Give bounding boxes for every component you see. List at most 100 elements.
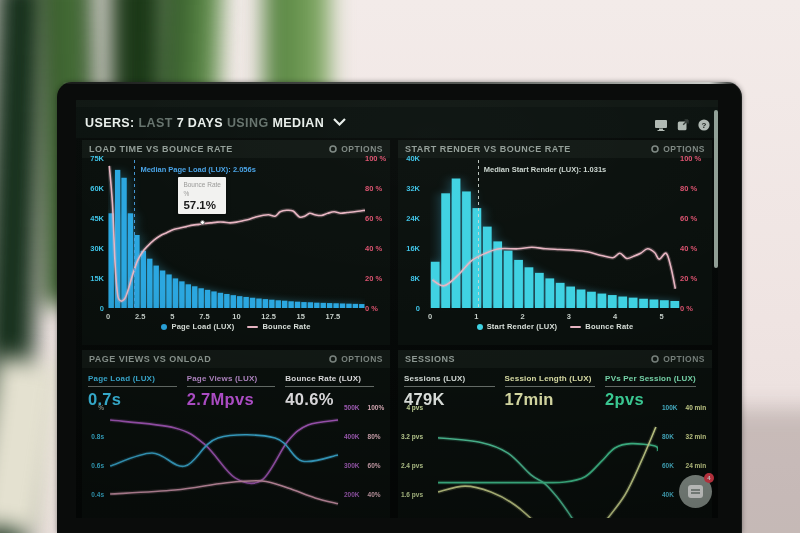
gear-icon [329,355,337,363]
y-axis-column: 500K400K300K200K [344,404,360,499]
plot-area: Median Start Render (LUX): 1.031s012345 [430,160,680,308]
x-axis-label: 3 [567,312,571,321]
legend-line-marker [570,326,581,328]
y-axis-right: 100 %80 %60 %40 %20 %0 % [680,155,710,313]
options-button[interactable]: OPTIONS [651,354,705,364]
plant-leaf [0,356,64,533]
plot-area [425,400,658,518]
chart-legend: Page Load (LUX) Bounce Rate [82,322,390,331]
x-axis-label: 0 [106,312,110,321]
legend-label: Bounce Rate [585,322,633,331]
median-label: Median Start Render (LUX): 1.031s [484,165,607,174]
median-line [134,160,135,308]
x-axis-label: 2 [520,312,524,321]
y-axis-column: 100%80%60%40% [368,404,385,499]
days-label: 7 DAYS [177,116,223,130]
notification-badge: 4 [704,473,714,483]
x-axis-label: 7.5 [199,312,209,321]
start-render-chart: 40K32K24K16K8K0100 %80 %60 %40 %20 %0 %M… [398,158,712,345]
tooltip-label: Bounce Rate [183,181,221,189]
x-axis-label: 5 [659,312,663,321]
photo-background: USERS: LAST 7 DAYS USING MEDIAN ? LOAD T… [0,0,800,533]
x-axis: 02.557.51012.51517.5 [108,312,365,322]
y-axis-left: 4 pvs 3.2 pvs 2.4 pvs 1.6 pvs [398,404,423,499]
x-axis-label: 10 [232,312,240,321]
y-axis-label: 100 % [365,155,388,163]
y-axis-label: 60% [368,462,385,470]
panel-title: PAGE VIEWS VS ONLOAD [89,354,211,364]
panel-title: LOAD TIME VS BOUNCE RATE [89,144,233,154]
y-axis-column: 100K80K60K40K [662,404,678,499]
chat-widget-button[interactable]: 4 [679,475,712,508]
svg-text:?: ? [702,121,707,130]
scrollbar[interactable] [714,110,718,268]
legend-label: Start Render (LUX) [487,322,558,331]
x-axis-label: 12.5 [261,312,276,321]
y-axis-label: 4 pvs [398,404,423,412]
legend-item[interactable]: Start Render (LUX) [477,322,558,331]
y-axis-label: 200K [344,491,360,499]
tooltip-value: 57.1% [183,199,221,211]
y-axis-label: 0.4s [82,491,104,499]
y-axis-label: 40K [398,155,420,163]
y-axis-label: 80 % [365,185,388,193]
panel-sessions: SESSIONS OPTIONS Sessions (LUX)479KSessi… [398,350,712,518]
plot-area [108,400,342,518]
x-axis-label: 2.5 [135,312,145,321]
panel-load-time: LOAD TIME VS BOUNCE RATE OPTIONS 75K60K4… [82,140,390,345]
options-button[interactable]: OPTIONS [329,144,383,154]
y-axis-label: 60K [662,462,678,470]
panel-header: PAGE VIEWS VS ONLOAD OPTIONS [82,350,390,368]
y-axis-left: 75K60K45K30K15K0 [82,155,104,313]
legend-label: Page Load (LUX) [171,322,234,331]
panel-header: LOAD TIME VS BOUNCE RATE OPTIONS [82,140,390,158]
median-label: MEDIAN [272,116,324,130]
y-axis-label: 2.4 pvs [398,462,423,470]
help-icon[interactable]: ? [698,119,710,131]
monitor-icon[interactable] [654,119,668,131]
legend-line-marker [247,326,258,328]
legend-dot-marker [477,324,483,330]
y-axis-label: 0.6s [82,462,104,470]
y-axis-label: 75K [82,155,104,163]
y-axis-label: 45K [82,215,104,223]
gear-icon [651,355,659,363]
legend-item[interactable]: Bounce Rate [570,322,633,331]
legend-item[interactable]: Page Load (LUX) [161,322,234,331]
y-axis-label: 32 min [686,433,707,441]
share-icon[interactable] [677,119,689,131]
sessions-chart: 4 pvs3.2 pvs2.4 pvs1.6 pvs100K80K60K40K4… [398,368,712,518]
y-axis-label: 8K [398,275,420,283]
panel-start-render: START RENDER VS BOUNCE RATE OPTIONS 40K3… [398,140,712,345]
y-axis-left: % 0.8s 0.6s 0.4s [82,404,104,499]
panel-page-views: PAGE VIEWS VS ONLOAD OPTIONS Page Load (… [82,350,390,518]
median-line [478,160,479,308]
y-axis-label: 1.6 pvs [398,491,423,499]
y-axis-label: 16K [398,245,420,253]
dashboard-screen: USERS: LAST 7 DAYS USING MEDIAN ? LOAD T… [76,100,718,518]
y-axis-left: 40K32K24K16K8K0 [398,155,420,313]
page-views-chart: % 0.8s 0.6s 0.4s 500K400K300K200K 100%80%60%4… [82,368,390,518]
y-axis-label: 40 % [680,245,710,253]
median-label: Median Page Load (LUX): 2.056s [140,165,255,174]
gear-icon [329,145,337,153]
chevron-down-icon [333,118,346,126]
options-button[interactable]: OPTIONS [329,354,383,364]
y-axis-right: 500K400K300K200K 100%80%60%40% [344,404,384,499]
options-button[interactable]: OPTIONS [651,144,705,154]
y-axis-label: 24 min [686,462,707,470]
y-axis-label: % [82,404,104,412]
y-axis-label: 20 % [365,275,388,283]
y-axis-label: 15K [82,275,104,283]
y-axis-label: 100 % [680,155,710,163]
gear-icon [651,145,659,153]
y-axis-label: 0.8s [82,433,104,441]
users-period-selector[interactable]: USERS: LAST 7 DAYS USING MEDIAN [85,116,346,130]
y-axis-label: 60 % [365,215,388,223]
y-axis-label: 3.2 pvs [398,433,423,441]
x-axis-label: 1 [474,312,478,321]
legend-item[interactable]: Bounce Rate [247,322,310,331]
x-axis: 012345 [430,312,680,322]
y-axis-label: 40K [662,491,678,499]
y-axis-label: 0 % [365,305,388,313]
